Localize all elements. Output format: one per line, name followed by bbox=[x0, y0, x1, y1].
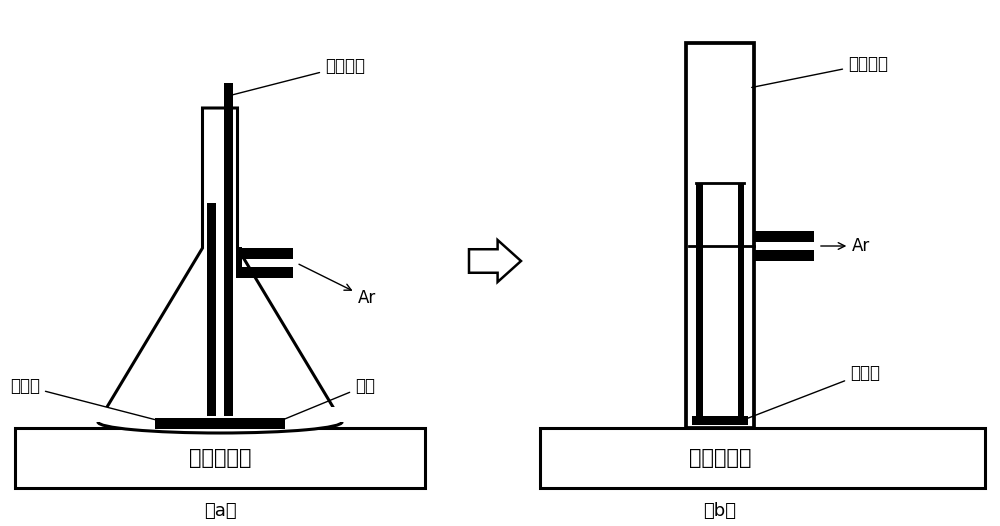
Bar bbox=[15, 428, 425, 488]
Text: 搅拌子: 搅拌子 bbox=[10, 377, 165, 422]
Bar bbox=[738, 183, 744, 420]
Bar bbox=[540, 428, 985, 488]
Text: 搅拌子: 搅拌子 bbox=[741, 364, 880, 421]
Ellipse shape bbox=[98, 411, 342, 433]
Bar bbox=[155, 418, 285, 429]
Text: （b）: （b） bbox=[704, 502, 736, 520]
Bar bbox=[692, 416, 748, 425]
Bar bbox=[238, 268, 292, 278]
Text: 靶材: 靶材 bbox=[278, 377, 375, 422]
Text: Ar: Ar bbox=[821, 237, 870, 255]
Bar bbox=[93, 407, 347, 422]
Text: 磁力搅拌器: 磁力搅拌器 bbox=[189, 448, 251, 468]
Bar bbox=[753, 230, 814, 241]
Polygon shape bbox=[469, 240, 521, 282]
Bar bbox=[227, 418, 267, 429]
Bar bbox=[753, 250, 814, 261]
Bar bbox=[696, 183, 702, 420]
Bar bbox=[155, 418, 195, 429]
Bar bbox=[686, 43, 754, 428]
Bar bbox=[224, 83, 233, 416]
Text: 磁力搅拌器: 磁力搅拌器 bbox=[689, 448, 751, 468]
Bar bbox=[238, 248, 292, 258]
Bar bbox=[207, 203, 216, 416]
Text: 平行激光: 平行激光 bbox=[752, 55, 888, 87]
Text: 聚焦激光: 聚焦激光 bbox=[231, 57, 365, 95]
Bar bbox=[236, 248, 242, 278]
Text: （a）: （a） bbox=[204, 502, 236, 520]
Text: Ar: Ar bbox=[299, 264, 376, 307]
